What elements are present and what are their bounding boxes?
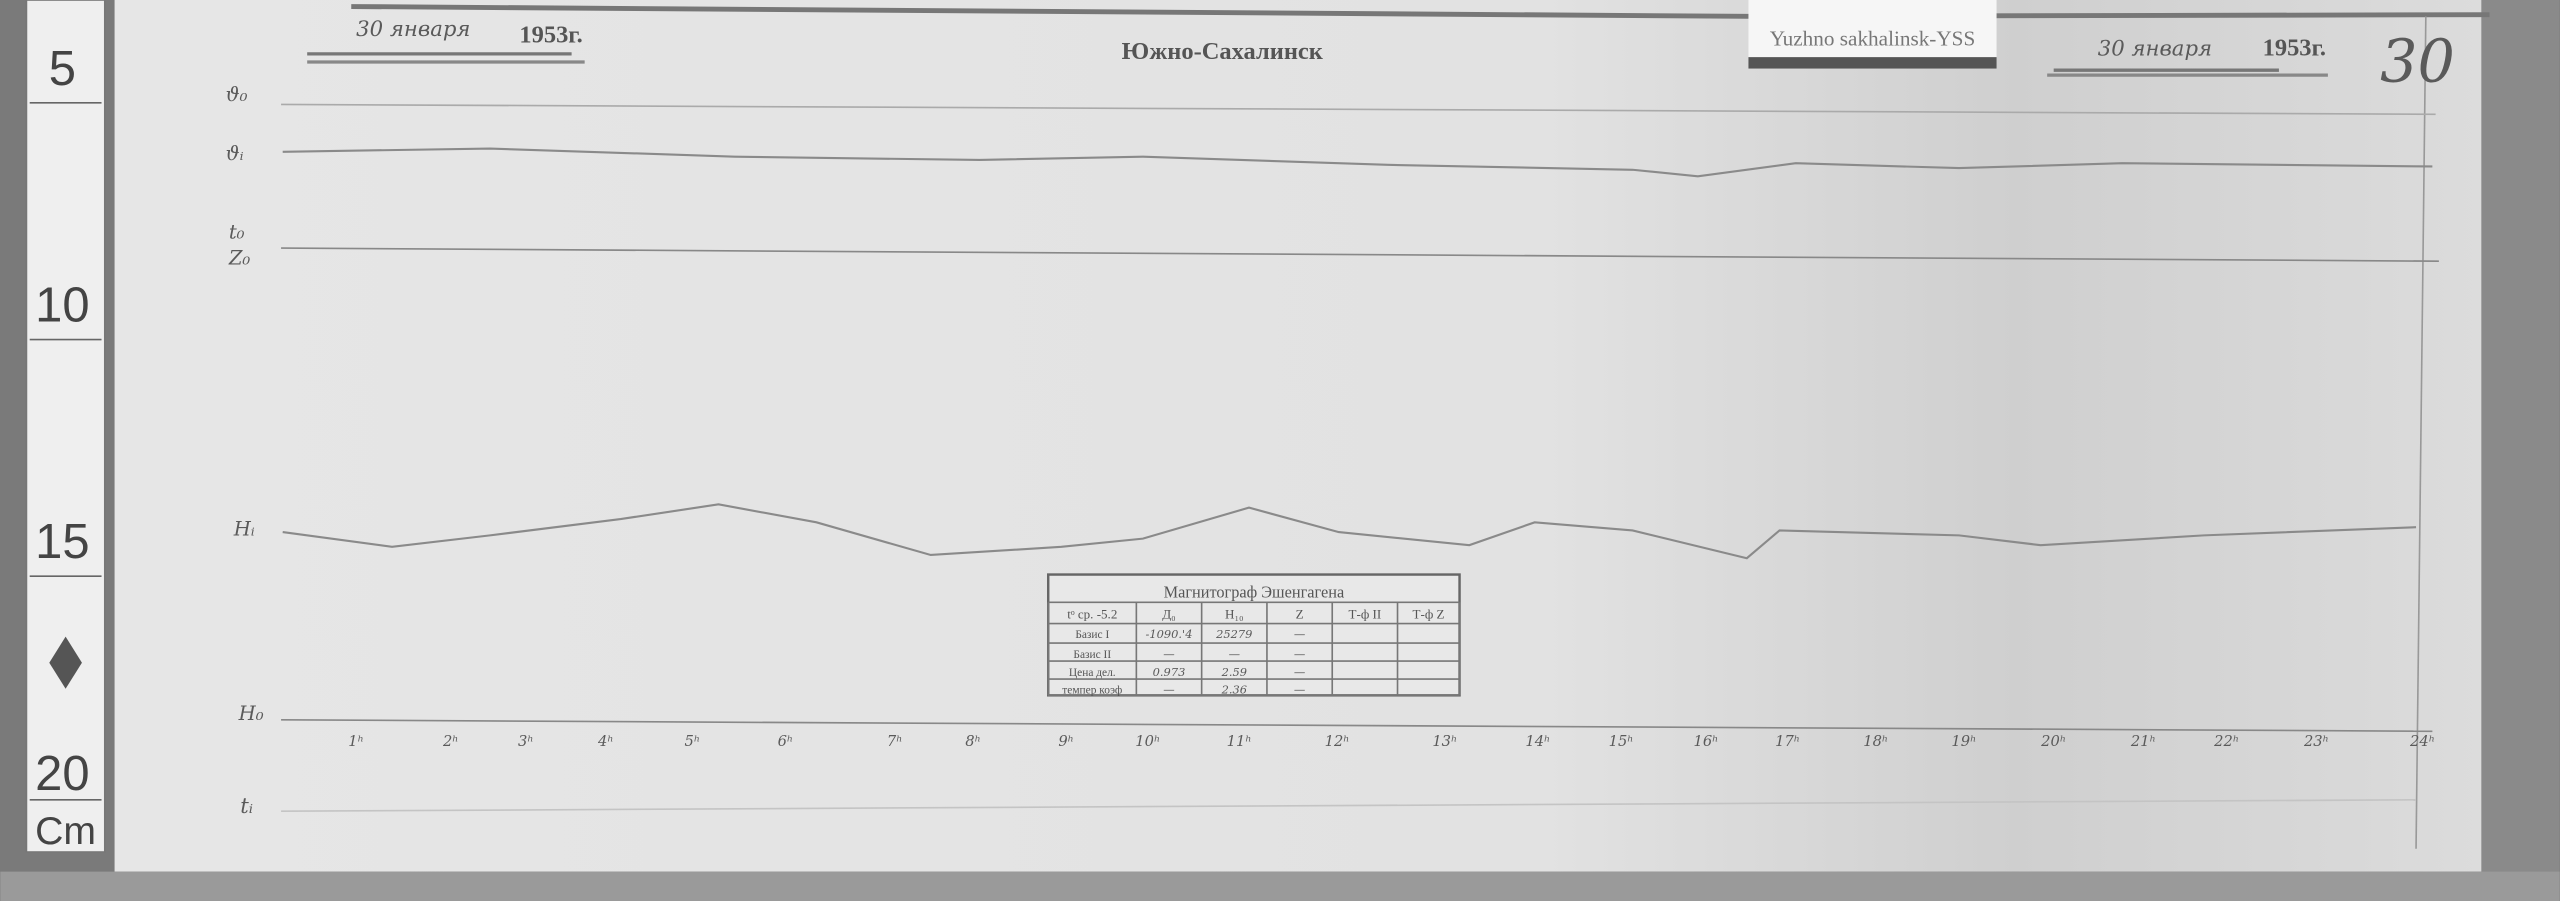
- stamp-cell: —: [1229, 647, 1240, 661]
- stamp-title: Магнитограф Эшенгагена: [1164, 582, 1345, 601]
- baseline-h0: [281, 719, 2433, 733]
- year-left: 1953г.: [519, 21, 582, 48]
- label-t0: t₀: [229, 220, 245, 243]
- hour-label: 18ʰ: [1863, 733, 1888, 750]
- stamp-cell: Базис I: [1075, 629, 1109, 641]
- hour-label: 7ʰ: [887, 733, 903, 750]
- stamp-cell: —: [1294, 647, 1305, 661]
- stamp-header: Д₀: [1162, 607, 1175, 622]
- stamp-cell: —: [1163, 647, 1174, 661]
- label-card: [1748, 0, 1997, 63]
- stamp-header: tᵒ ср. -5.2: [1067, 607, 1117, 622]
- stamp-cell: —: [1163, 683, 1174, 697]
- hour-label: 1ʰ: [348, 733, 364, 750]
- baseline-theta0: [281, 103, 2436, 116]
- hour-label: 4ʰ: [597, 733, 614, 750]
- station-name: Южно-Сахалинск: [1122, 38, 1324, 65]
- hour-label: 20ʰ: [2040, 733, 2066, 750]
- date-right: 30 января: [2098, 36, 2212, 61]
- label-card-text: Yuzhno sakhalinsk-YSS: [1770, 27, 1976, 51]
- label-ti: tᵢ: [240, 794, 253, 819]
- stamp-header: Т-ф II: [1349, 607, 1382, 622]
- date-left: 30 января: [356, 17, 470, 42]
- hour-label: 15ʰ: [1609, 733, 1634, 750]
- right-margin-line: [2415, 16, 2427, 849]
- hour-label: 11ʰ: [1227, 733, 1252, 750]
- stamp-cell: 2.36: [1221, 683, 1247, 697]
- hour-labels: 1ʰ 2ʰ 3ʰ 4ʰ 5ʰ 6ʰ 7ʰ 8ʰ 9ʰ 10ʰ 11ʰ 12ʰ 13ʰ 14ʰ 15ʰ 16ʰ 1…: [348, 733, 2435, 750]
- hour-label: 21ʰ: [2130, 733, 2156, 750]
- ruler-mark-20: 20: [35, 747, 89, 801]
- stamp-header: Т-ф Z: [1413, 607, 1445, 622]
- day-number: 30: [2380, 27, 2455, 96]
- ruler-mark-15: 15: [35, 515, 89, 569]
- stamp-cell: темпер коэф: [1062, 685, 1122, 697]
- stamp-cell: Базис II: [1073, 649, 1111, 661]
- hour-label: 22ʰ: [2213, 733, 2239, 750]
- stamp-cell: 2.59: [1221, 665, 1247, 679]
- bottom-edge: [0, 871, 2560, 901]
- stamp-cell: 0.973: [1153, 665, 1186, 679]
- ruler: [25, 0, 106, 853]
- hour-label: 9ʰ: [1058, 733, 1074, 750]
- magnetograph-stamp: Магнитограф Эшенгагена tᵒ ср. -5.2 Д₀ H₁₀ Z…: [1046, 573, 1461, 697]
- hour-label: 10ʰ: [1135, 733, 1160, 750]
- baseline-ti: [281, 798, 2417, 813]
- top-edge-line: [351, 4, 2490, 19]
- hour-label: 5ʰ: [685, 733, 701, 750]
- hour-label: 23ʰ: [2303, 733, 2329, 750]
- trace-thetai: [282, 147, 2433, 178]
- stamp-header: H₁₀: [1225, 607, 1244, 622]
- label-h0: H₀: [238, 702, 264, 725]
- hour-label: 24ʰ: [2409, 733, 2435, 750]
- trace-hi: [282, 503, 2417, 560]
- baseline-z0: [281, 247, 2439, 262]
- paper: [114, 0, 2492, 872]
- label-hi: Hᵢ: [233, 517, 255, 540]
- hour-label: 3ʰ: [518, 733, 534, 750]
- ruler-mark-10: 10: [35, 279, 89, 333]
- ruler-unit: Cm: [35, 810, 96, 853]
- label-thetai: ϑᵢ: [226, 142, 244, 165]
- stamp-header: Z: [1296, 607, 1304, 622]
- hour-label: 2ʰ: [442, 733, 459, 750]
- stamp-cell: 25279: [1215, 627, 1252, 641]
- hour-label: 6ʰ: [778, 733, 794, 750]
- ruler-mark-5: 5: [49, 42, 76, 96]
- hour-label: 8ʰ: [965, 733, 981, 750]
- stamp-cell: —: [1294, 683, 1305, 697]
- label-theta0: ϑ₀: [226, 83, 248, 106]
- hour-label: 19ʰ: [1951, 733, 1976, 750]
- stamp-cell: -1090.'4: [1146, 627, 1193, 641]
- hour-label: 13ʰ: [1432, 733, 1457, 750]
- hour-label: 12ʰ: [1325, 733, 1350, 750]
- right-edge: [2481, 0, 2560, 901]
- ruler-diamond-marker: [49, 636, 82, 689]
- hour-label: 16ʰ: [1693, 733, 1718, 750]
- label-z0: Z₀: [228, 246, 251, 269]
- stamp-cell: —: [1294, 627, 1305, 641]
- hour-label: 14ʰ: [1525, 733, 1550, 750]
- stamp-cell: Цена дел.: [1069, 667, 1116, 679]
- hour-label: 17ʰ: [1775, 733, 1800, 750]
- year-right: 1953г.: [2263, 34, 2326, 61]
- stamp-cell: —: [1294, 665, 1305, 679]
